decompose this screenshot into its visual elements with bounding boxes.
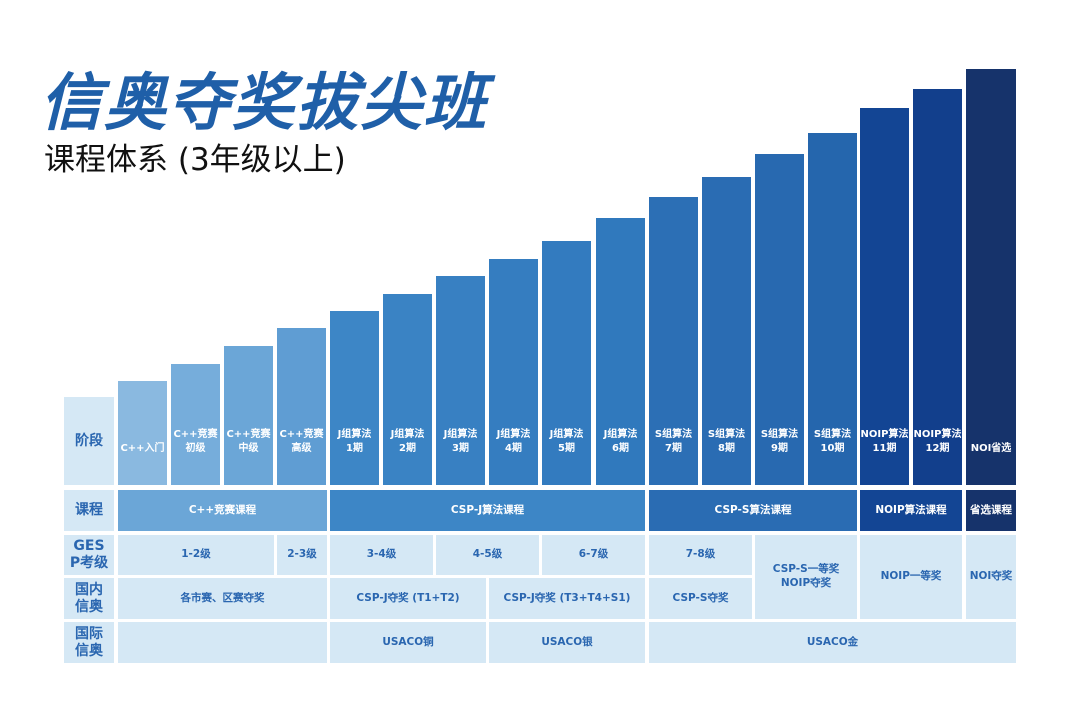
stage-bar-label: S组算法 [813, 429, 852, 440]
domestic-csp-s: CSP-S夺奖 [649, 578, 752, 619]
stage-bar-label: NOI省选 [970, 442, 1012, 454]
stage-bar-sublabel: 5期 [558, 442, 575, 454]
course-provincial: 省选课程 [966, 490, 1016, 531]
stage-bar-sublabel: 2期 [399, 442, 416, 454]
stage-bar-11: S组算法 7期 [649, 197, 698, 485]
stage-bar-label: S组算法 [654, 429, 693, 440]
course-noip: NOIP算法课程 [860, 490, 962, 531]
stage-bar-7: J组算法 3期 [436, 276, 485, 485]
stage-bar-10: J组算法 6期 [596, 218, 645, 485]
award-csp-s-text: CSP-S一等奖 NOIP夺奖 [772, 563, 840, 589]
award-noi: NOI夺奖 [966, 535, 1016, 619]
stage-bar-9: J组算法 5期 [542, 241, 591, 485]
stage-bar-sublabel: 3期 [452, 442, 469, 454]
course-csp-s: CSP-S算法课程 [649, 490, 857, 531]
domestic-csp-j-t3t4s1: CSP-J夺奖 (T3+T4+S1) [489, 578, 645, 619]
row-label-domestic-text: 国内信奥 [75, 581, 103, 615]
gesp-4-5: 4-5级 [436, 535, 539, 575]
intl-usaco-gold: USACO金 [649, 622, 1016, 663]
stage-bar-6: J组算法 2期 [383, 294, 432, 485]
award-noip-first: NOIP一等奖 [860, 535, 962, 619]
stage-bar-16: NOIP算法 12期 [913, 89, 962, 485]
stage-bar-label: NOIP算法 [860, 429, 909, 440]
stage-bar-sublabel: 1期 [346, 442, 363, 454]
stage-bar-4: C++竞赛高级 [277, 328, 326, 485]
stage-bar-sublabel: 10期 [820, 442, 845, 454]
stage-bar-14: S组算法 10期 [808, 133, 857, 485]
stage-bar-label: J组算法 [496, 429, 531, 440]
gesp-7-8: 7-8级 [649, 535, 752, 575]
stage-bar-label: C++竞赛 [279, 429, 324, 440]
stage-bar-13: S组算法 9期 [755, 154, 804, 485]
gesp-3-4: 3-4级 [330, 535, 433, 575]
stage-bar-label: S组算法 [760, 429, 799, 440]
stage-bar-2: C++竞赛初级 [171, 364, 220, 485]
stage-bar-sublabel: 8期 [718, 442, 735, 454]
intl-usaco-bronze: USACO铜 [330, 622, 486, 663]
stage-bar-17: NOI省选 [966, 69, 1016, 485]
row-label-gesp-text: GESP考级 [69, 538, 109, 571]
stage-bar-12: S组算法 8期 [702, 177, 751, 485]
row-label-domestic: 国内信奥 [64, 578, 114, 619]
row-label-gesp: GESP考级 [64, 535, 114, 575]
course-cpp: C++竞赛课程 [118, 490, 327, 531]
domestic-csp-j-t1t2: CSP-J夺奖 (T1+T2) [330, 578, 486, 619]
stage-bar-3: C++竞赛中级 [224, 346, 273, 485]
intl-usaco-silver: USACO银 [489, 622, 645, 663]
stage-bar-sublabel: 6期 [612, 442, 629, 454]
stage-bar-label: J组算法 [443, 429, 478, 440]
course-csp-j: CSP-J算法课程 [330, 490, 645, 531]
stage-bar-sublabel: 12期 [925, 442, 950, 454]
domestic-city-awards: 各市赛、区赛夺奖 [118, 578, 327, 619]
row-label-course: 课程 [64, 490, 114, 531]
award-csp-s-noip: CSP-S一等奖 NOIP夺奖 [755, 535, 857, 619]
stage-bar-label: C++竞赛 [173, 429, 218, 440]
stage-bar-label: J组算法 [390, 429, 425, 440]
gesp-1-2: 1-2级 [118, 535, 274, 575]
gesp-6-7: 6-7级 [542, 535, 645, 575]
stage-bar-1: C++入门 [118, 381, 167, 485]
stage-bar-15: NOIP算法 11期 [860, 108, 909, 485]
page-subtitle: 课程体系 (3年级以上) [44, 142, 346, 178]
stage-bar-label: NOIP算法 [913, 429, 962, 440]
row-label-international-text: 国际信奥 [75, 625, 103, 659]
row-label-international: 国际信奥 [64, 622, 114, 663]
stage-bar-label: S组算法 [707, 429, 746, 440]
row-label-stage: 阶段 [64, 397, 114, 485]
stage-bar-sublabel: 4期 [505, 442, 522, 454]
stage-bar-label: C++入门 [120, 442, 165, 454]
stage-bar-label: C++竞赛 [226, 429, 271, 440]
stage-bar-sublabel: 中级 [238, 442, 259, 454]
stage-bar-sublabel: 9期 [771, 442, 788, 454]
page-title: 信奥夺奖拔尖班 [40, 66, 489, 139]
stage-bar-sublabel: 7期 [665, 442, 682, 454]
stage-bar-sublabel: 初级 [185, 442, 206, 454]
stage-bar-5: J组算法 1期 [330, 311, 379, 485]
gesp-2-3: 2-3级 [277, 535, 327, 575]
stage-bar-label: J组算法 [337, 429, 372, 440]
stage-bar-label: J组算法 [603, 429, 638, 440]
stage-bar-8: J组算法 4期 [489, 259, 538, 485]
stage-bar-sublabel: 11期 [872, 442, 897, 454]
stage-bar-label: J组算法 [549, 429, 584, 440]
intl-empty [118, 622, 327, 663]
stage-bar-sublabel: 高级 [291, 442, 312, 454]
